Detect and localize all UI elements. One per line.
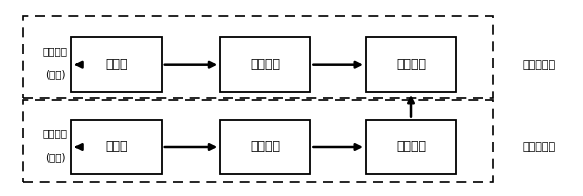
Text: 无监督分类: 无监督分类 bbox=[523, 60, 556, 70]
FancyBboxPatch shape bbox=[366, 37, 456, 92]
FancyBboxPatch shape bbox=[220, 120, 310, 174]
FancyBboxPatch shape bbox=[220, 37, 310, 92]
Text: 预处理: 预处理 bbox=[106, 141, 128, 153]
Text: 分类识别: 分类识别 bbox=[396, 58, 426, 71]
Text: 模式样本: 模式样本 bbox=[43, 128, 68, 138]
Text: (已知): (已知) bbox=[45, 152, 66, 162]
Text: 预处理: 预处理 bbox=[106, 58, 128, 71]
FancyBboxPatch shape bbox=[72, 120, 162, 174]
FancyBboxPatch shape bbox=[72, 37, 162, 92]
Text: 特征提取: 特征提取 bbox=[250, 141, 280, 153]
FancyBboxPatch shape bbox=[366, 120, 456, 174]
Text: 样本训练: 样本训练 bbox=[396, 141, 426, 153]
Text: 特征提取: 特征提取 bbox=[250, 58, 280, 71]
Text: 有监督分类: 有监督分类 bbox=[523, 142, 556, 152]
Text: (未知): (未知) bbox=[45, 69, 66, 80]
Text: 待识模式: 待识模式 bbox=[43, 46, 68, 56]
